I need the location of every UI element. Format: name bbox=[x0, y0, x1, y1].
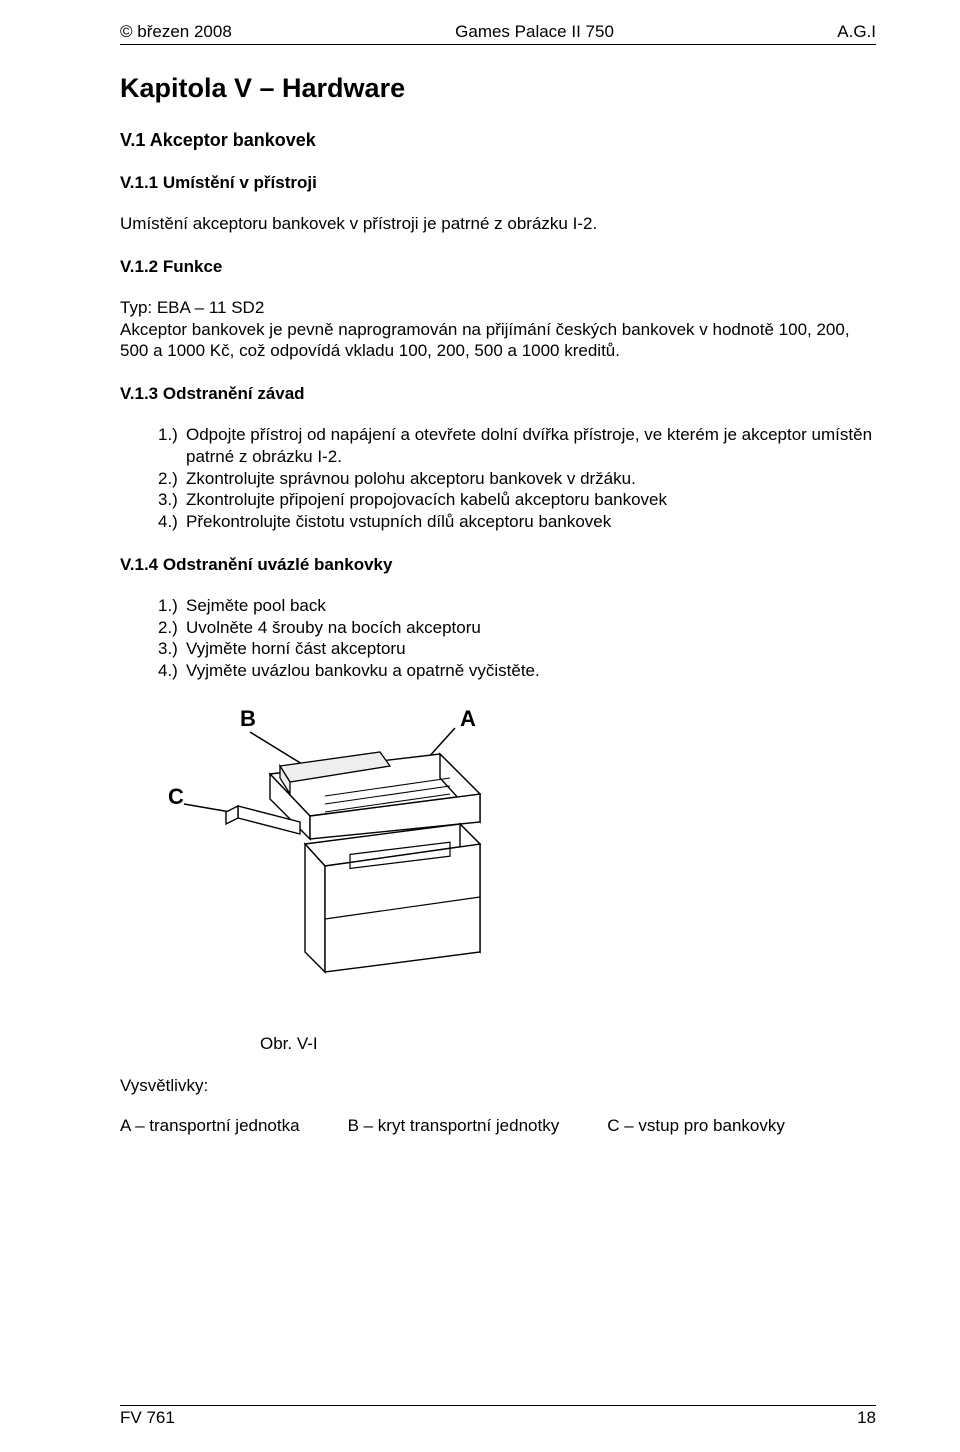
list-item: 4.)Vyjměte uvázlou bankovku a opatrně vy… bbox=[158, 660, 876, 682]
section-v12-heading: V.1.2 Funkce bbox=[120, 257, 876, 277]
header-center: Games Palace II 750 bbox=[232, 22, 837, 42]
header-right: A.G.I bbox=[837, 22, 876, 42]
list-item: 1.)Sejměte pool back bbox=[158, 595, 876, 617]
footer-left: FV 761 bbox=[120, 1408, 175, 1428]
list-item: 2.)Uvolněte 4 šrouby na bocích akceptoru bbox=[158, 617, 876, 639]
figure-label-c: C bbox=[168, 784, 184, 809]
legend-title: Vysvětlivky: bbox=[120, 1076, 876, 1096]
figure-label-b: B bbox=[240, 706, 256, 731]
list-item: 4.)Překontrolujte čistotu vstupních dílů… bbox=[158, 511, 876, 533]
footer-rule bbox=[120, 1405, 876, 1406]
figure-caption: Obr. V-I bbox=[260, 1034, 876, 1054]
footer-right: 18 bbox=[857, 1408, 876, 1428]
page-header: © březen 2008 Games Palace II 750 A.G.I bbox=[120, 22, 876, 42]
header-rule bbox=[120, 44, 876, 45]
legend-a: A – transportní jednotka bbox=[120, 1116, 300, 1136]
list-item: 1.)Odpojte přístroj od napájení a otevře… bbox=[158, 424, 876, 468]
section-v11-paragraph: Umístění akceptoru bankovek v přístroji … bbox=[120, 213, 876, 235]
legend-row: A – transportní jednotka B – kryt transp… bbox=[120, 1116, 876, 1136]
figure: B A C bbox=[120, 704, 876, 984]
section-v1-heading: V.1 Akceptor bankovek bbox=[120, 130, 876, 151]
section-v13-heading: V.1.3 Odstranění závad bbox=[120, 384, 876, 404]
section-v11-heading: V.1.1 Umístění v přístroji bbox=[120, 173, 876, 193]
section-v14-list: 1.)Sejměte pool back 2.)Uvolněte 4 šroub… bbox=[120, 595, 876, 682]
section-v14-heading: V.1.4 Odstranění uvázlé bankovky bbox=[120, 555, 876, 575]
page: © březen 2008 Games Palace II 750 A.G.I … bbox=[0, 0, 960, 1452]
chapter-title: Kapitola V – Hardware bbox=[120, 73, 876, 104]
list-item: 3.)Vyjměte horní část akceptoru bbox=[158, 638, 876, 660]
list-item: 2.)Zkontrolujte správnou polohu akceptor… bbox=[158, 468, 876, 490]
page-footer: FV 761 18 bbox=[120, 1405, 876, 1428]
header-left: © březen 2008 bbox=[120, 22, 232, 42]
figure-label-a: A bbox=[460, 706, 476, 731]
legend-b: B – kryt transportní jednotky bbox=[348, 1116, 560, 1136]
section-v12-paragraph: Typ: EBA – 11 SD2 Akceptor bankovek je p… bbox=[120, 297, 876, 362]
legend-c: C – vstup pro bankovky bbox=[607, 1116, 785, 1136]
acceptor-diagram-icon: B A C bbox=[150, 704, 530, 984]
list-item: 3.)Zkontrolujte připojení propojovacích … bbox=[158, 489, 876, 511]
section-v13-list: 1.)Odpojte přístroj od napájení a otevře… bbox=[120, 424, 876, 533]
